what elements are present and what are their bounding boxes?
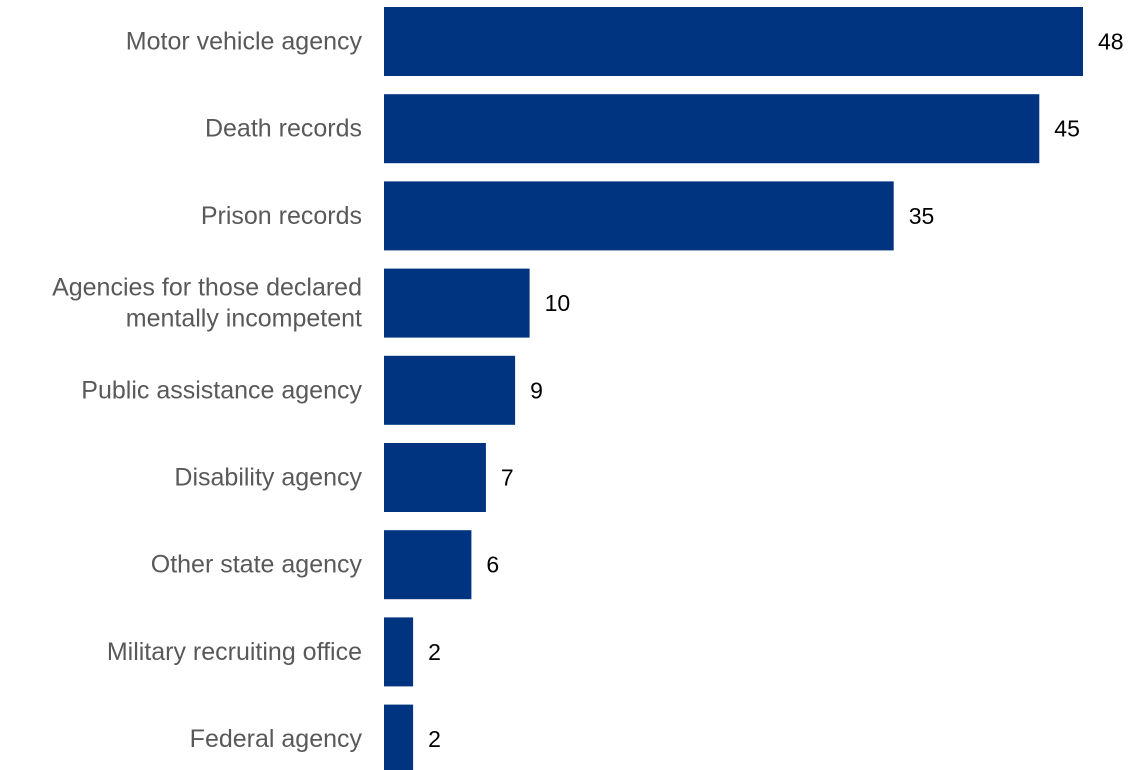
data-label: 2 [428, 639, 441, 665]
bar [384, 704, 414, 770]
bar [384, 268, 530, 338]
category-label: Agencies for those declared mentally inco… [52, 274, 362, 333]
bar [384, 355, 516, 425]
data-label: 2 [428, 726, 441, 752]
data-label: 35 [909, 203, 935, 229]
category-label: Disability agency [174, 464, 362, 492]
category-label: Prison records [201, 202, 362, 230]
category-label: Military recruiting office [107, 638, 362, 666]
bar [384, 181, 894, 251]
data-label: 6 [486, 552, 499, 578]
bar [384, 530, 472, 600]
data-label: 9 [530, 377, 543, 403]
category-label: Federal agency [190, 725, 363, 753]
data-label: 48 [1098, 29, 1124, 55]
bar [384, 617, 414, 687]
category-label: Public assistance agency [81, 376, 362, 404]
category-label: Death records [205, 115, 362, 143]
bar [384, 443, 486, 512]
data-label: 45 [1054, 116, 1080, 142]
data-label: 10 [545, 290, 571, 316]
data-label: 7 [501, 465, 514, 491]
data-labels: 48 45 35 10 9 7 6 2 2 [428, 29, 1123, 753]
category-label: Motor vehicle agency [126, 28, 363, 56]
bar [384, 94, 1040, 164]
bar [384, 7, 1083, 76]
category-labels: Motor vehicle agency Death records Prison … [52, 28, 362, 754]
category-label: Other state agency [151, 551, 363, 579]
bars [384, 7, 1083, 770]
